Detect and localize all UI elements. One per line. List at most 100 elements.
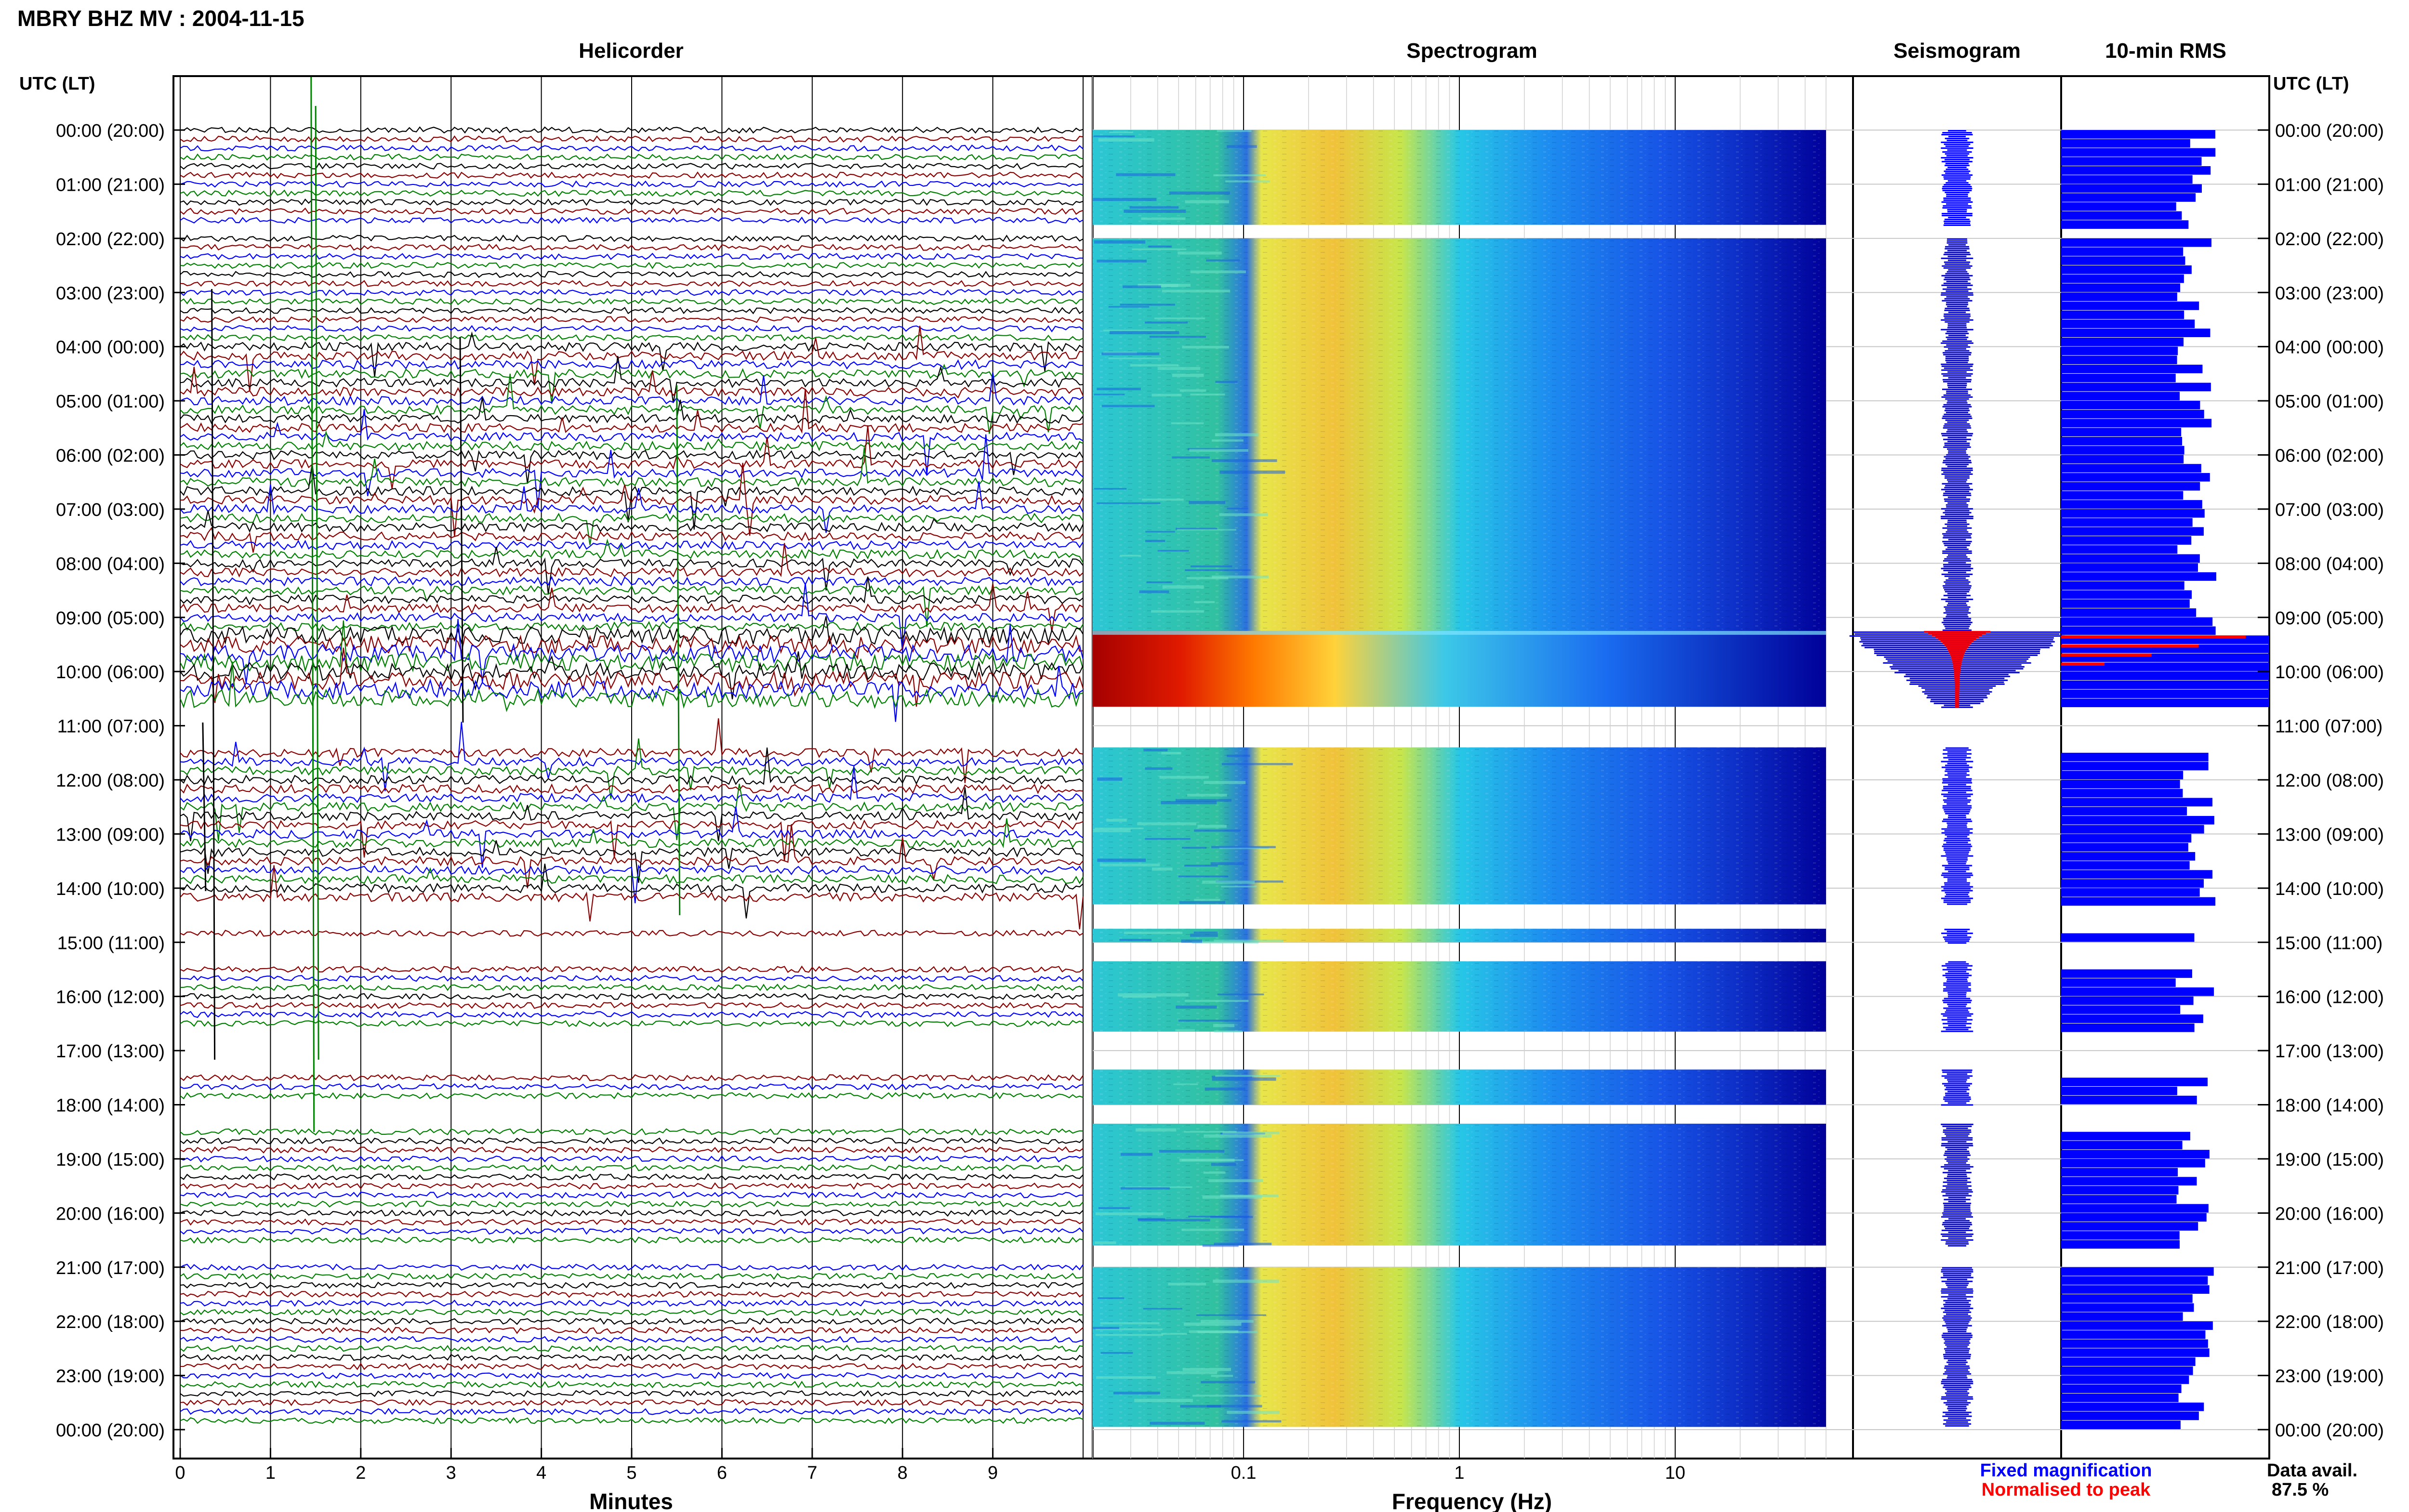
- seismogram-sample: [1943, 253, 1971, 255]
- rms-bar: [2061, 563, 2198, 572]
- seismogram-sample: [1941, 1280, 1973, 1282]
- seismogram-sample: [1947, 429, 1967, 431]
- seismogram-sample: [1944, 251, 1970, 253]
- seismogram-sample: [1944, 1164, 1970, 1166]
- seismogram-sample: [1941, 369, 1973, 371]
- spectrogram-streak: [1100, 1322, 1160, 1325]
- seismogram-sample: [1943, 492, 1971, 494]
- spectrogram-streak: [1162, 585, 1204, 589]
- rms-bar: [2061, 301, 2199, 310]
- seismogram-sample: [1947, 1330, 1967, 1332]
- rms-bar: [2061, 238, 2211, 247]
- seismogram-sample: [1943, 354, 1971, 355]
- time-axis-title-left: UTC (LT): [19, 74, 95, 94]
- seismogram-sample: [1942, 288, 1972, 290]
- seismogram-sample: [1945, 1150, 1970, 1152]
- spectrogram-streak: [1094, 1241, 1116, 1244]
- seismogram-sample: [1947, 1286, 1967, 1288]
- helicorder-trace: [180, 481, 1084, 533]
- rms-bar: [2061, 834, 2192, 843]
- rms-bar: [2061, 752, 2209, 762]
- seismogram-sample: [1945, 145, 1969, 147]
- spectrogram-streak: [1202, 1244, 1239, 1247]
- helicorder-trace: [180, 974, 1084, 982]
- rms-bar: [2061, 798, 2213, 807]
- seismogram-sample: [1944, 809, 1971, 811]
- seismogram-sample: [1948, 554, 1966, 556]
- seismogram-sample: [1948, 311, 1966, 313]
- rms-bar: [2061, 1195, 2177, 1204]
- seismogram-sample: [1945, 1282, 1969, 1284]
- spectrogram-streak: [1098, 1207, 1130, 1209]
- seismogram-sample: [1945, 591, 1970, 592]
- seismogram-sample: [1947, 209, 1967, 210]
- helicorder-trace: [180, 1146, 1084, 1154]
- seismogram-sample: [1942, 434, 1972, 436]
- seismogram-sample: [1942, 865, 1972, 867]
- seismogram-sample: [1941, 515, 1973, 517]
- seismogram-sample: [1944, 558, 1970, 560]
- spectrogram-streak: [1211, 846, 1276, 848]
- helicorder-spike: [315, 105, 319, 1060]
- seismogram-sample: [1946, 280, 1968, 282]
- seismogram-sample: [1944, 929, 1970, 931]
- spectrogram-streak: [1201, 1381, 1256, 1383]
- seismogram-sample: [1944, 882, 1970, 884]
- spectrogram-streak: [1143, 749, 1168, 751]
- seismogram-sample: [1946, 986, 1969, 988]
- seismogram-sample: [1941, 1239, 1973, 1241]
- spectrogram-streak: [1168, 1283, 1206, 1286]
- seismogram-sample: [1944, 223, 1971, 224]
- seismogram-sample: [1942, 379, 1972, 381]
- time-label-left: 17:00 (13:00): [56, 1041, 165, 1062]
- seismogram-peak-sample: [1955, 704, 1959, 706]
- seismogram-sample: [1947, 816, 1967, 818]
- rms-bar: [2061, 184, 2202, 193]
- seismogram-sample: [1948, 961, 1966, 963]
- seismogram-sample: [1946, 556, 1968, 558]
- spectrogram-streak: [1120, 554, 1141, 557]
- rms-bar: [2061, 130, 2216, 139]
- spectrogram-streak: [1096, 1376, 1156, 1379]
- spectrogram-streak: [1109, 131, 1134, 133]
- spectrogram-streak: [1094, 394, 1125, 395]
- spectrogram-streak: [1187, 794, 1227, 797]
- seismogram-title: Seismogram: [1893, 39, 2021, 63]
- helicorder-trace: [180, 216, 1084, 224]
- seismogram-sample: [1944, 840, 1971, 841]
- seismogram-sample: [1945, 513, 1970, 515]
- seismogram-sample: [1942, 1267, 1972, 1269]
- rms-bar: [2061, 193, 2196, 202]
- seismogram-sample: [1944, 1367, 1970, 1369]
- spectrogram-streak: [1211, 1375, 1233, 1377]
- seismogram-sample: [1945, 1227, 1970, 1229]
- seismogram-sample: [1945, 1309, 1970, 1311]
- seismogram-sample: [1947, 519, 1967, 521]
- seismogram-sample: [1941, 1396, 1973, 1398]
- label-layer: 00:00 (20:00) 00:00 (20:00) 01:00 (21:00) 0…: [56, 121, 2384, 1483]
- rms-bar: [2061, 157, 2202, 166]
- seismogram-peak-sample: [1952, 661, 1962, 663]
- seismogram-sample: [1941, 517, 1973, 519]
- seismogram-sample: [1946, 402, 1968, 404]
- seismogram-sample: [1943, 749, 1972, 751]
- seismogram-sample: [1947, 826, 1967, 828]
- rms-bar: [2061, 1402, 2204, 1411]
- seismogram-sample: [1941, 1166, 1973, 1168]
- spectrogram-streak: [1118, 993, 1189, 997]
- seismogram-sample: [1941, 1229, 1973, 1231]
- spectrogram-streak: [1145, 767, 1173, 770]
- seismogram-sample: [1947, 502, 1967, 504]
- rms-bar: [2061, 978, 2176, 987]
- seismogram-sample: [1948, 1025, 1966, 1026]
- helicorder-trace: [180, 1128, 1084, 1136]
- spectrogram-streak: [1097, 858, 1146, 862]
- rms-peak-bar: [2061, 653, 2152, 657]
- seismogram-sample: [1942, 190, 1972, 191]
- helicorder-trace: [180, 547, 1084, 595]
- seismogram-sample: [1944, 178, 1971, 180]
- spectrogram-streak: [1215, 433, 1259, 436]
- seismogram-sample: [1947, 772, 1967, 774]
- helicorder-trace: [180, 863, 1084, 919]
- helicorder-trace: [180, 373, 1084, 434]
